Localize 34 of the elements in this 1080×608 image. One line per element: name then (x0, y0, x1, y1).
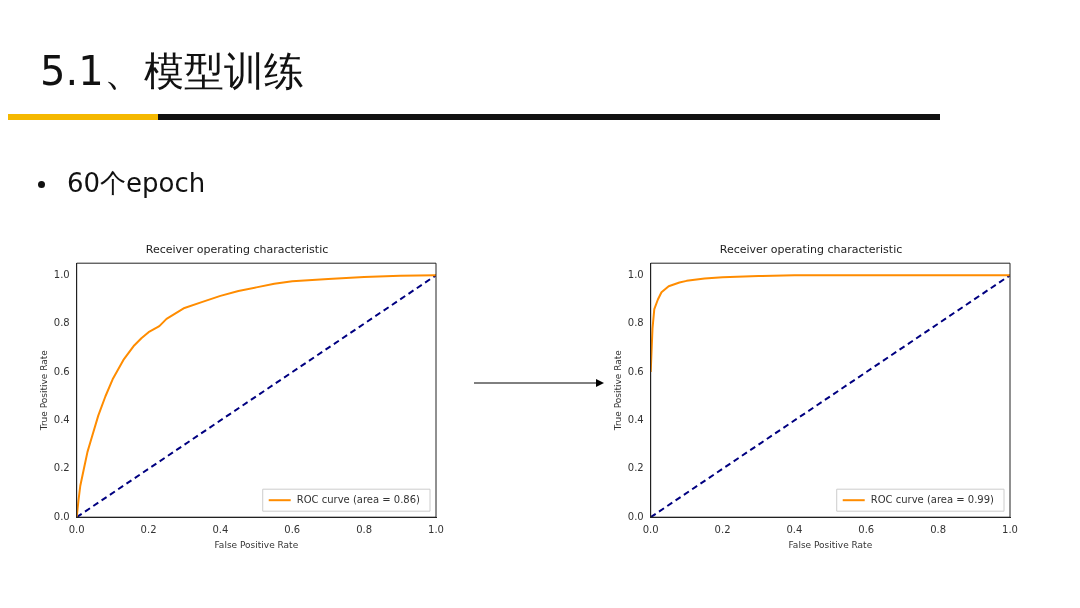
x-tick-label: 0.4 (786, 523, 803, 535)
y-tick-label: 0.0 (53, 510, 70, 522)
x-tick-label: 0.8 (356, 523, 373, 535)
y-tick-label: 0.0 (627, 510, 644, 522)
y-tick-label: 0.6 (627, 365, 644, 377)
y-tick-label: 0.2 (627, 462, 644, 474)
x-tick-label: 0.2 (140, 523, 157, 535)
y-tick-label: 0.4 (53, 414, 70, 426)
y-tick-label: 1.0 (53, 268, 70, 280)
x-tick-label: 0.2 (714, 523, 731, 535)
y-tick-label: 0.8 (627, 317, 644, 329)
text: 60个epoch (67, 168, 206, 198)
y-tick-label: 1.0 (627, 268, 644, 280)
x-tick-label: 0.6 (284, 523, 301, 535)
y-tick-label: 0.6 (53, 365, 70, 377)
y-axis-title: True Positive Rate (612, 349, 623, 432)
legend-label: ROC curve (area = 0.86) (296, 493, 421, 505)
x-tick-label: 0.8 (930, 523, 947, 535)
x-tick-label: 1.0 (428, 523, 444, 535)
legend-label: ROC curve (area = 0.99) (870, 493, 995, 505)
y-tick-label: 0.4 (627, 414, 644, 426)
x-tick-label: 0.6 (858, 523, 875, 535)
x-tick-label: 1.0 (1002, 523, 1018, 535)
y-tick-label: 0.8 (53, 317, 70, 329)
x-tick-label: 0.0 (68, 523, 85, 535)
y-tick-label: 0.2 (53, 462, 70, 474)
chart-title: Receiver operating characteristic (719, 243, 903, 257)
x-tick-label: 0.0 (642, 523, 659, 535)
x-tick-label: 0.4 (212, 523, 229, 535)
x-axis-title: False Positive Rate (214, 539, 299, 550)
chart-title: Receiver operating characteristic (145, 243, 329, 257)
y-axis-title: True Positive Rate (38, 349, 49, 432)
text: 5.1、模型训练 (40, 47, 304, 96)
x-axis-title: False Positive Rate (788, 539, 873, 550)
